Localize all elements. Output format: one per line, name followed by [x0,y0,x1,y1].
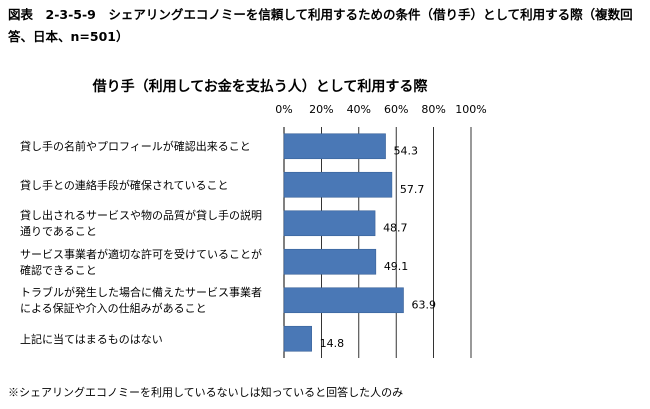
x-tick-label: 100% [455,103,486,116]
category-label-box: 上記に当てはまるものはない [20,332,163,346]
category-label-box: サービス事業者が適切な許可を受けていることが確認できること [20,247,262,277]
bar [283,325,312,352]
category-label: 貸し手との連絡手段が確保されていること [20,178,229,192]
x-tick-label: 20% [309,103,333,116]
bars [283,133,404,352]
category-label-box: 貸し手の名前やプロフィールが確認出来ること [20,140,251,154]
category-label: 上記に当てはまるものはない [20,332,163,346]
category-label-box: 貸し出されるサービスや物の品質が貸し手の説明通りであること [20,209,262,239]
category-label: サービス事業者が適切な許可を受けていることが確認できること [20,247,262,277]
x-tick-label: 40% [347,103,371,116]
category-label: 貸し出されるサービスや物の品質が貸し手の説明通りであること [20,209,262,239]
bar [283,171,393,198]
bar [283,133,386,160]
chart-title: 借り手（利用してお金を支払う人）として利用する際 [92,79,428,95]
data-label: 49.1 [384,260,409,273]
data-label: 48.7 [383,221,408,234]
footnote: ※シェアリングエコノミーを利用しているないしは知っていると回答した人のみ [8,386,404,399]
data-label: 63.9 [411,298,436,311]
category-label: 貸し手の名前やプロフィールが確認出来ること [20,140,251,154]
category-label-box: 貸し手との連絡手段が確保されていること [20,178,229,192]
x-tick-label: 80% [421,103,445,116]
grid [283,127,472,358]
x-tick-label: 60% [384,103,408,116]
figure-title: 図表 2-3-5-9 シェアリングエコノミーを信頼して利用するための条件（借り手… [8,7,633,44]
data-label: 57.7 [400,183,425,196]
bar [283,210,376,237]
x-tick-label: 0% [275,103,292,116]
category-label: トラブルが発生した場合に備えたサービス事業者による保証や介入の仕組みがあること [20,286,262,316]
bar [283,287,404,314]
category-label-box: トラブルが発生した場合に備えたサービス事業者による保証や介入の仕組みがあること [20,286,262,316]
bar [283,248,377,275]
labels: 0% 20% 40% 60% 80% 100% 54.3 貸し手の名前やプロフィールが確認出来… [20,103,487,350]
data-label: 14.8 [320,337,345,350]
data-label: 54.3 [394,144,419,157]
